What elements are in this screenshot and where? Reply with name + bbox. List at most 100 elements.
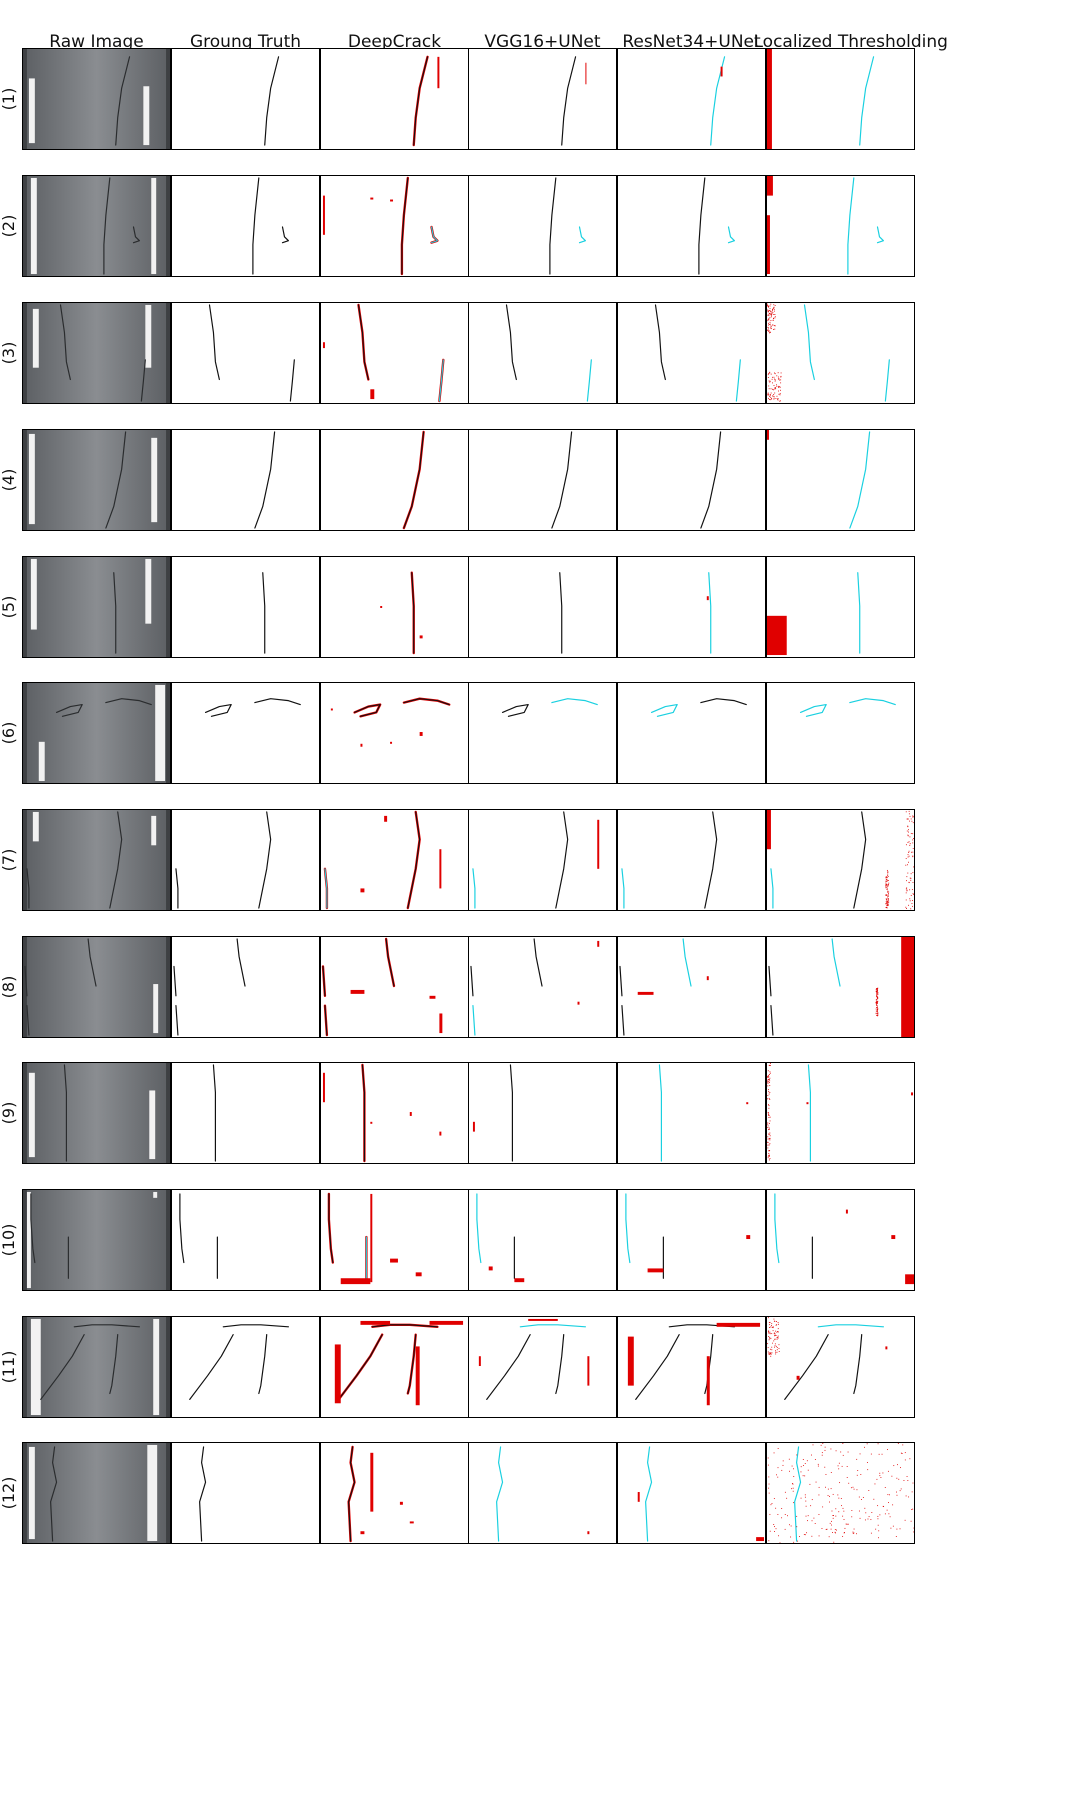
false-positive-speckle [780,382,782,384]
panel-graphic-resnet [700,431,722,529]
true-positive-trace [654,304,666,381]
false-positive-speckle [768,305,770,307]
false-positive-speckle [771,1327,773,1328]
false-positive-speckle [833,1515,834,1516]
true-positive-trace [357,304,369,381]
false-positive-speckle [774,388,776,390]
false-positive-speckle [769,1353,770,1355]
false-positive-speckle [768,319,770,321]
false-positive-speckle [820,1444,822,1446]
false-positive-region [767,176,773,196]
false-positive-region [390,199,394,202]
panel-graphic-resnet [654,304,741,402]
true-positive-trace [403,431,425,529]
ground-truth-crack [175,1005,179,1036]
false-positive-speckle [864,1519,866,1521]
false-positive-speckle [776,1324,778,1326]
false-positive-speckle [910,908,912,910]
false-positive-speckle [769,331,771,333]
lane-marking [153,1318,160,1416]
false-negative-trace [849,431,871,529]
false-positive-speckle [830,1448,832,1450]
false-positive-speckle [774,314,776,315]
false-positive-speckle [767,329,769,331]
ground-truth-crack [289,359,295,402]
false-positive-speckle [895,1536,897,1537]
false-positive-speckle [885,880,887,882]
false-positive-region [706,1356,710,1406]
false-positive-speckle [886,869,888,871]
false-positive-region [885,1346,888,1350]
true-positive-trace [621,1005,625,1036]
panel-graphic-lt [767,176,885,275]
panel-raw [22,302,171,404]
false-positive-speckle [773,389,774,391]
lane-marking [147,1444,158,1542]
false-positive-speckle [908,831,909,833]
false-positive-speckle [767,1082,769,1084]
false-positive-speckle [770,316,772,318]
false-positive-speckle [881,1453,883,1455]
pavement-crack [26,868,30,909]
false-positive-region [429,1320,464,1325]
false-positive-speckle [793,1541,795,1543]
false-positive-speckle [842,1454,844,1456]
false-positive-speckle [774,1333,776,1335]
false-positive-speckle [878,1530,880,1532]
false-positive-dilation [337,1333,384,1401]
false-positive-speckle [771,1352,773,1354]
false-positive-speckle [907,841,909,843]
false-positive-speckle [767,376,769,378]
pavement-edge [166,683,170,783]
false-positive-speckle [769,1158,771,1160]
panel-graphic-resnet [627,1322,761,1406]
panel-vgg [468,1316,617,1418]
false-positive-speckle [769,1137,771,1139]
false-positive-speckle [867,1469,869,1471]
false-positive-speckle [774,1335,776,1337]
false-positive-speckle [768,1353,770,1355]
false-positive-speckle [772,376,773,378]
panel-graphic-deepcrack [330,697,451,747]
true-positive-trace [555,1334,565,1395]
panel-raw [22,429,171,531]
false-positive-speckle [886,886,888,888]
false-positive-speckle [876,998,878,1000]
pavement-edge [23,176,27,276]
false-positive-speckle [772,395,774,397]
false-positive-speckle [911,903,913,904]
false-positive-speckle [889,1516,891,1518]
false-positive-speckle [777,1328,779,1330]
false-positive-speckle [768,1089,770,1091]
false-positive-speckle [767,374,769,376]
false-negative-trace [727,226,736,244]
ground-truth-crack [204,703,232,717]
false-negative-trace [708,572,712,654]
row-label: (9) [0,1101,18,1125]
false-positive-speckle [905,864,907,866]
false-positive-speckle [846,1523,848,1525]
panel-graphic-vgg [505,304,592,402]
false-positive-speckle [885,885,887,887]
pavement-surface [23,1063,170,1163]
false-positive-speckle [828,1536,830,1538]
false-positive-speckle [776,395,778,397]
true-positive-trace [853,1334,863,1395]
false-positive-speckle [861,1499,862,1500]
panel-graphic-deepcrack [327,1192,422,1285]
false-positive-speckle [886,877,888,879]
false-positive-speckle [767,1138,769,1140]
false-positive-speckle [891,1475,893,1477]
pavement-crack [103,177,111,275]
false-negative-trace [438,359,444,402]
false-positive-region [756,1537,765,1542]
false-positive-region [370,1121,373,1124]
false-positive-region [845,1209,848,1214]
false-positive-speckle [796,1515,798,1517]
false-positive-speckle [835,1515,837,1517]
panel-deepcrack [320,682,469,784]
false-positive-speckle [886,894,888,896]
false-positive-region [370,197,374,200]
panel-graphic-deepcrack [321,937,443,1037]
false-positive-speckle [768,1105,770,1107]
